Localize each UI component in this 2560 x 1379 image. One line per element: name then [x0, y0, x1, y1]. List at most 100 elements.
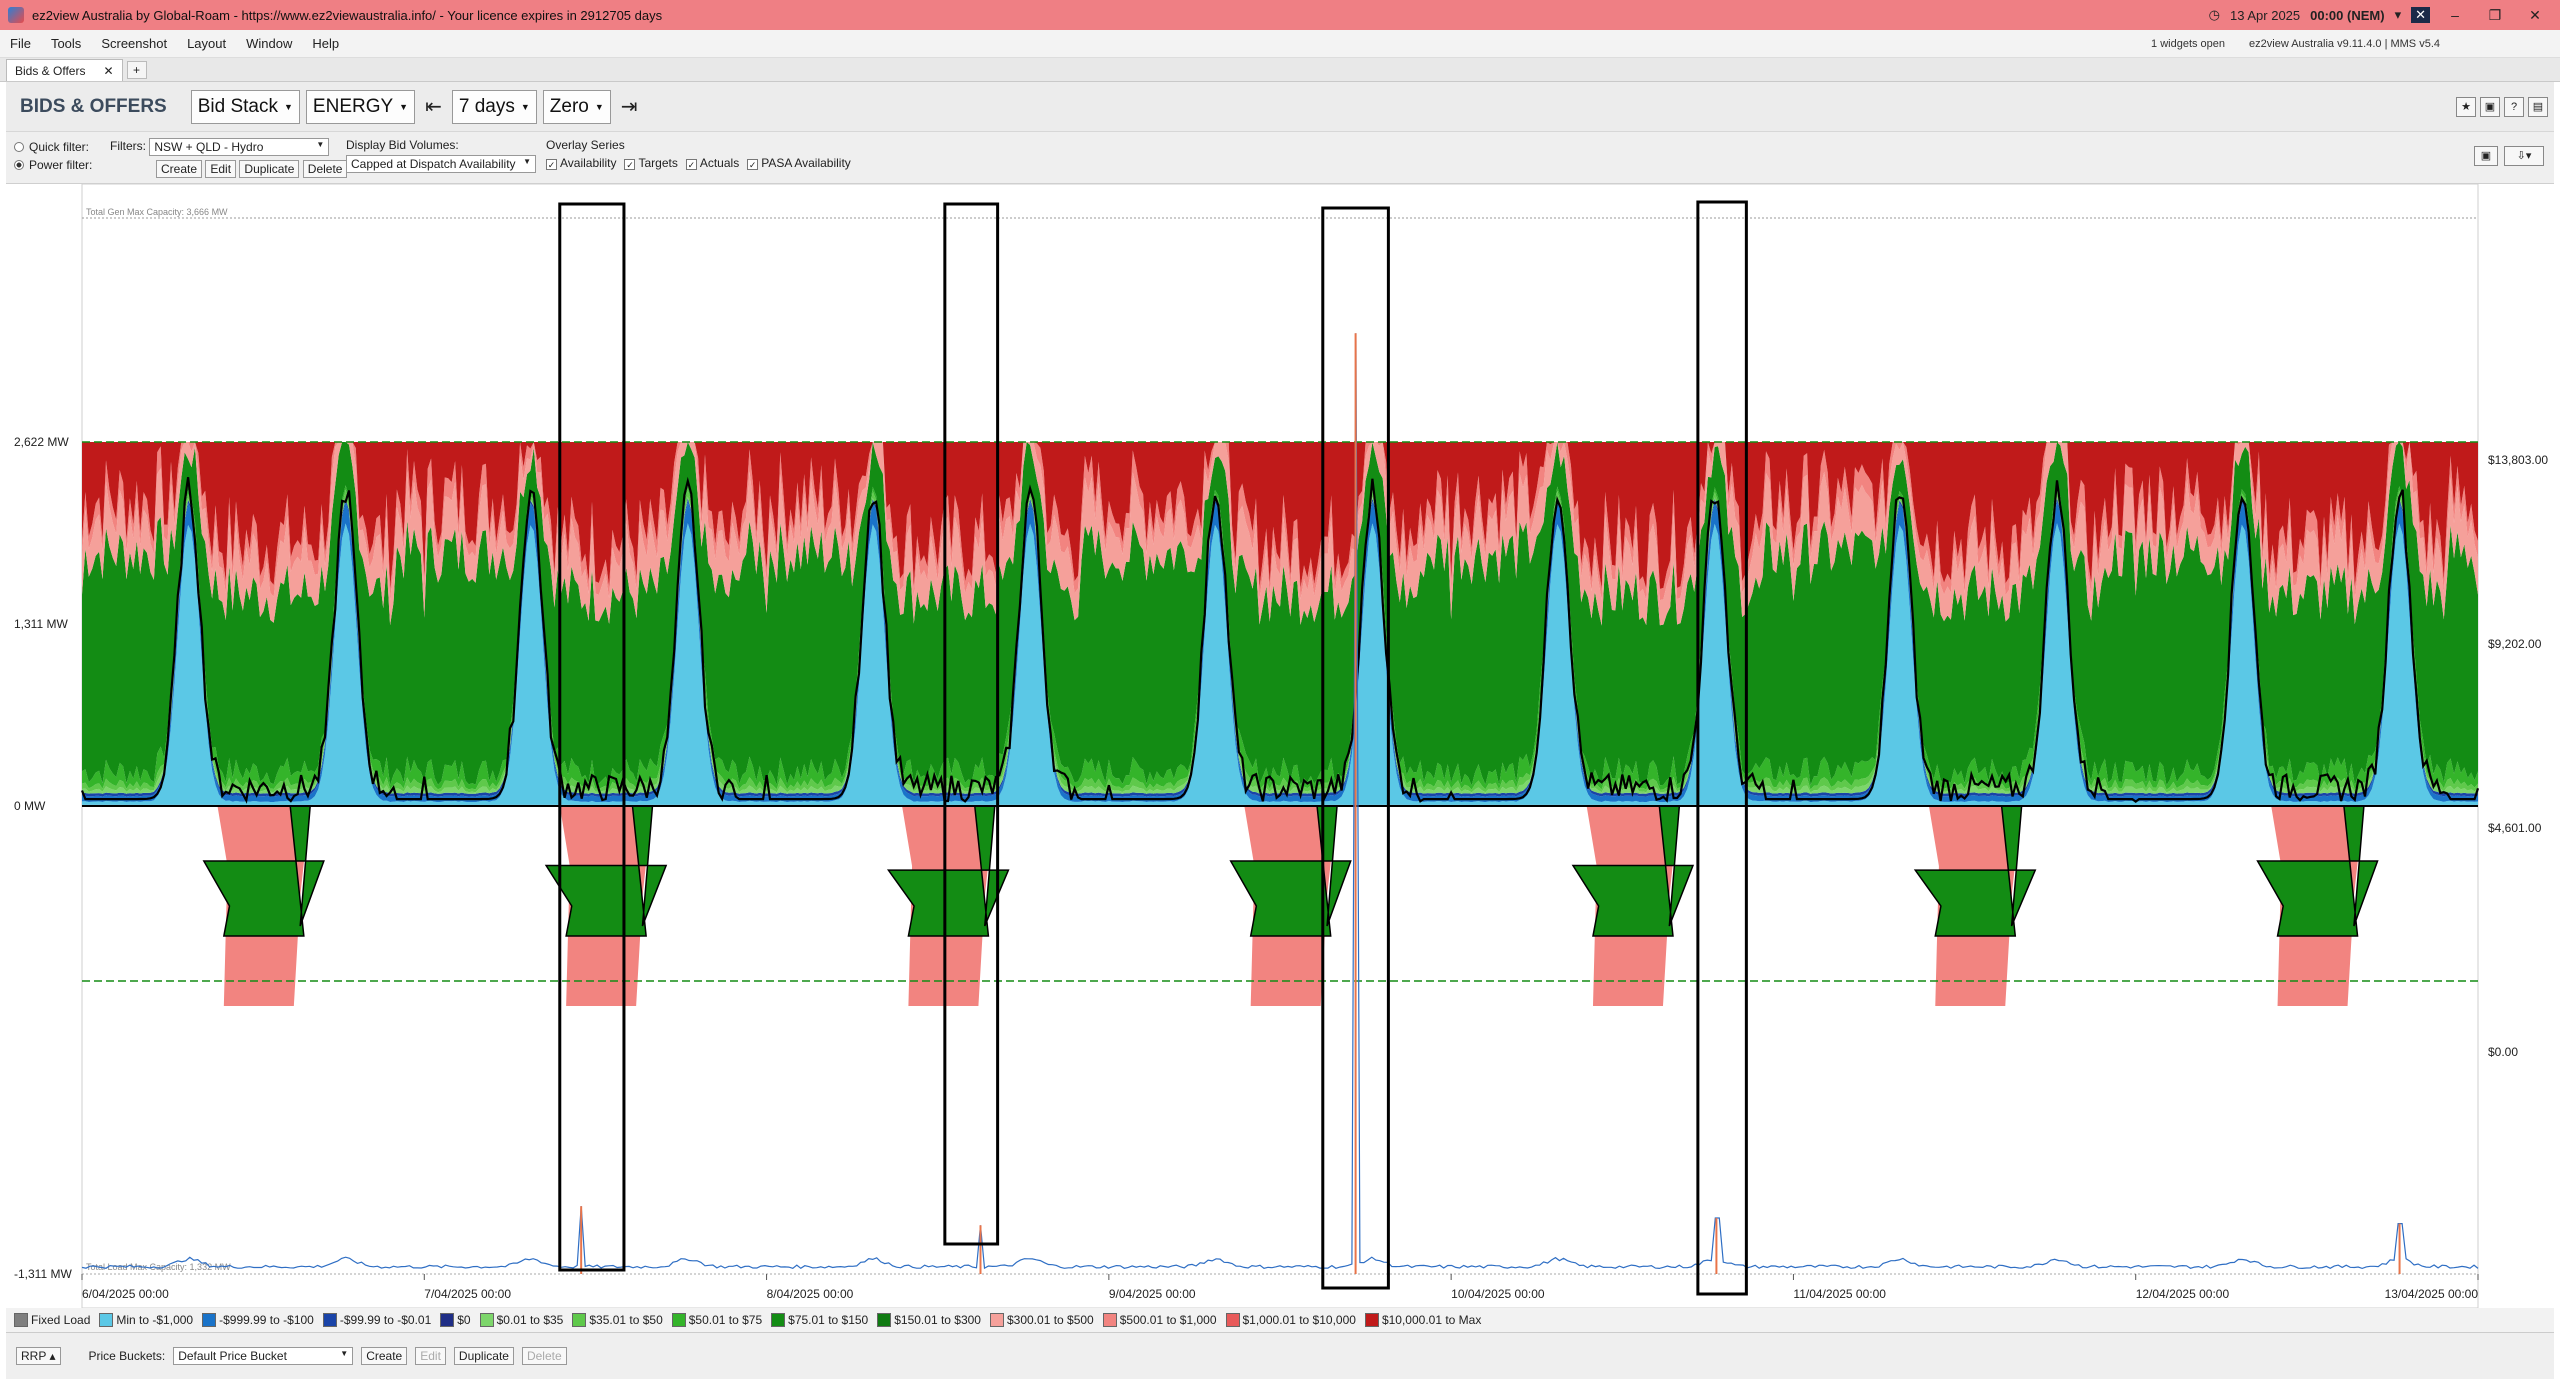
chart-tools: ▣ ⇩▾ — [2474, 146, 2544, 166]
load-band-low — [202, 805, 325, 937]
legend-item[interactable]: $500.01 to $1,000 — [1102, 1313, 1217, 1327]
legend-item[interactable]: -$999.99 to -$100 — [202, 1313, 314, 1327]
tab-label: Bids & Offers — [15, 63, 86, 78]
legend-label: $1,000.01 to $10,000 — [1242, 1313, 1356, 1327]
export-icon[interactable]: ⇩▾ — [2504, 146, 2544, 166]
widgets-open-count: 1 widgets open — [2151, 37, 2226, 50]
y-right-tick: $9,202.00 — [2488, 637, 2542, 651]
range-select[interactable]: 7 days ▼ — [451, 89, 537, 124]
baseline-select-value: Zero — [549, 95, 589, 117]
display-volumes-select[interactable]: Capped at Dispatch Availability ▼ — [346, 155, 536, 173]
power-filter-radio[interactable]: Power filter: — [14, 158, 92, 172]
x-tick-label: 10/04/2025 00:00 — [1451, 1287, 1545, 1301]
bottom-bar: RRP ▴ Price Buckets: Default Price Bucke… — [6, 1332, 2554, 1379]
price-buckets-label: Price Buckets: — [88, 1349, 166, 1363]
filter-select[interactable]: NSW + QLD - Hydro ▼ — [149, 138, 330, 156]
menu-file[interactable]: File — [10, 36, 31, 51]
y-left-tick: -1,311 MW — [14, 1267, 72, 1281]
x-tick-label: 9/04/2025 00:00 — [1109, 1287, 1196, 1301]
alerts-icon[interactable]: ✕ — [2411, 7, 2430, 23]
chevron-down-icon: ▼ — [523, 157, 531, 166]
actuals-checkbox[interactable]: ✓ Actuals — [685, 156, 739, 170]
legend-item[interactable]: Fixed Load — [14, 1313, 90, 1327]
page-title: BIDS & OFFERS — [20, 95, 167, 117]
legend-label: $0 — [457, 1313, 471, 1327]
y-left-tick: 2,622 MW — [14, 435, 69, 449]
baseline-select[interactable]: Zero ▼ — [542, 89, 611, 124]
legend-item[interactable]: $10,000.01 to Max — [1364, 1313, 1481, 1327]
legend-item[interactable]: $0 — [440, 1313, 471, 1327]
menu-screenshot[interactable]: Screenshot — [101, 36, 168, 51]
pasa-checkbox[interactable]: ✓ PASA Availability — [747, 156, 851, 170]
menu-tools[interactable]: Tools — [50, 36, 82, 51]
filters-label: Filters: — [110, 139, 146, 154]
add-tab-button[interactable]: + — [126, 61, 147, 79]
legend-label: $0.01 to $35 — [496, 1313, 564, 1327]
radio-icon — [14, 142, 24, 152]
step-back-button[interactable]: ⇤ — [425, 96, 442, 118]
window-title: ez2view Australia by Global-Roam - https… — [32, 7, 663, 23]
close-icon[interactable]: ✕ — [103, 63, 114, 78]
legend-item[interactable]: $300.01 to $500 — [989, 1313, 1094, 1327]
star-icon[interactable]: ★ — [2456, 96, 2476, 117]
targets-checkbox[interactable]: ✓ Targets — [624, 156, 678, 170]
legend-item[interactable]: -$99.99 to -$0.01 — [322, 1313, 431, 1327]
rrp-toggle-button[interactable]: RRP ▴ — [16, 1347, 61, 1365]
overlay-group: Overlay Series ✓ Availability ✓ Targets ✓ A… — [546, 138, 851, 170]
targets-label: Targets — [638, 156, 678, 170]
market-select-value: ENERGY — [312, 95, 394, 117]
view-select[interactable]: Bid Stack ▼ — [190, 89, 300, 124]
stack-band-max — [82, 442, 2478, 590]
quick-filter-radio[interactable]: Quick filter: — [14, 140, 92, 154]
filter-select-value: NSW + QLD - Hydro — [154, 140, 264, 154]
legend-item[interactable]: $0.01 to $35 — [479, 1313, 564, 1327]
market-select[interactable]: ENERGY ▼ — [305, 89, 416, 124]
rrp-label: RRP — [21, 1349, 47, 1363]
close-button[interactable]: ✕ — [2529, 6, 2541, 23]
stack-band-min_1000 — [82, 523, 2478, 805]
filters-group: Filters: NSW + QLD - Hydro ▼ Create Edit … — [110, 138, 348, 178]
chevron-down-icon: ▼ — [399, 101, 409, 112]
legend-item[interactable]: Min to -$1,000 — [99, 1313, 193, 1327]
step-forward-button[interactable]: ⇥ — [620, 96, 638, 118]
bid-stack-chart[interactable]: Total Gen Max Capacity: 3,666 MW $13,803.… — [6, 183, 2554, 1309]
price-bucket-value: Default Price Bucket — [178, 1349, 287, 1363]
comment-icon[interactable]: ▤ — [2528, 96, 2548, 117]
pasa-label: PASA Availability — [761, 156, 851, 170]
stack-band-p500 — [82, 442, 2478, 626]
load-band-low — [886, 805, 1010, 937]
clock-icon: ◷ — [2208, 7, 2221, 22]
menu-layout[interactable]: Layout — [187, 36, 227, 51]
tab-bids-offers[interactable]: Bids & Offers ✕ — [6, 59, 123, 81]
help-icon[interactable]: ? — [2504, 96, 2524, 117]
duplicate-bucket-button[interactable]: Duplicate — [453, 1347, 514, 1365]
snapshot-icon[interactable]: ▣ — [2474, 146, 2498, 166]
legend-item[interactable]: $1,000.01 to $10,000 — [1225, 1313, 1356, 1327]
create-filter-button[interactable]: Create — [156, 160, 203, 178]
dropdown-arrow-icon[interactable]: ▾ — [2394, 7, 2402, 22]
availability-checkbox[interactable]: ✓ Availability — [546, 156, 616, 170]
maximize-button[interactable]: ❐ — [2488, 6, 2502, 23]
x-tick-label: 7/04/2025 00:00 — [424, 1287, 511, 1301]
legend-swatch — [14, 1313, 28, 1327]
camera-icon[interactable]: ▣ — [2480, 96, 2500, 117]
menu-window[interactable]: Window — [246, 36, 293, 51]
edit-bucket-button: Edit — [415, 1347, 446, 1365]
create-bucket-button[interactable]: Create — [361, 1347, 408, 1365]
minimize-button[interactable]: – — [2451, 7, 2459, 23]
delete-filter-button[interactable]: Delete — [302, 160, 348, 178]
view-select-value: Bid Stack — [197, 95, 278, 117]
chart-svg[interactable]: Total Gen Max Capacity: 3,666 MW $13,803.… — [6, 183, 2554, 1309]
legend-swatch — [1225, 1313, 1240, 1327]
price-bucket-select[interactable]: Default Price Bucket ▼ — [173, 1347, 354, 1365]
y-left-tick: 0 MW — [14, 799, 46, 813]
duplicate-filter-button[interactable]: Duplicate — [239, 160, 300, 178]
menu-help[interactable]: Help — [312, 36, 340, 51]
legend-item[interactable]: $35.01 to $50 — [572, 1313, 663, 1327]
legend-item[interactable]: $50.01 to $75 — [671, 1313, 762, 1327]
edit-filter-button[interactable]: Edit — [205, 160, 237, 178]
legend-item[interactable]: $150.01 to $300 — [877, 1313, 981, 1327]
legend-item[interactable]: $75.01 to $150 — [771, 1313, 868, 1327]
clock-time[interactable]: 00:00 (NEM) — [2310, 7, 2385, 23]
y-right-tick: $13,803.00 — [2488, 453, 2548, 467]
